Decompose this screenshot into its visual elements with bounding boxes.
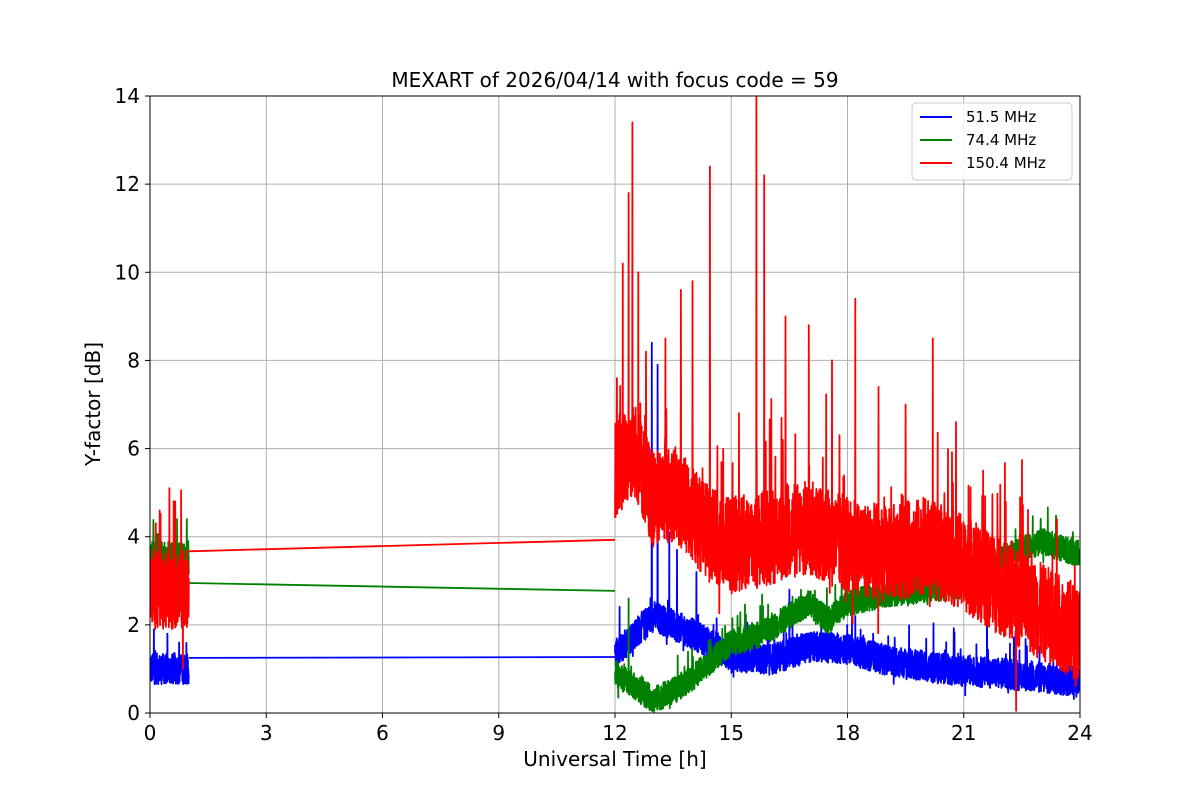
x-tick-label: 15 (719, 721, 744, 745)
plot-area (150, 96, 1080, 713)
chart-title: MEXART of 2026/04/14 with focus code = 5… (391, 68, 838, 92)
legend-label-51-5: 51.5 MHz (966, 108, 1036, 126)
y-axis-label: Y-factor [dB] (81, 342, 105, 467)
x-tick-label: 0 (144, 721, 157, 745)
y-tick-label: 0 (127, 701, 140, 725)
y-tick-label: 8 (127, 348, 140, 372)
x-tick-label: 3 (260, 721, 273, 745)
y-tick-label: 14 (115, 84, 140, 108)
x-axis-label: Universal Time [h] (523, 747, 706, 771)
y-tick-label: 2 (127, 613, 140, 637)
series-layer (150, 96, 1080, 713)
series-line-segment (614, 96, 1080, 712)
y-axis: 0 2 4 6 8 10 12 14 (115, 84, 150, 725)
x-tick-label: 18 (835, 721, 860, 745)
series-line-segment (188, 538, 616, 553)
series-line-segment (188, 656, 616, 659)
series-line-segment (188, 582, 616, 592)
x-tick-label: 21 (951, 721, 976, 745)
legend-label-150-4: 150.4 MHz (966, 154, 1046, 172)
x-tick-label: 6 (376, 721, 389, 745)
y-tick-label: 4 (127, 525, 140, 549)
x-tick-label: 12 (602, 721, 627, 745)
y-tick-label: 12 (115, 172, 140, 196)
x-axis: 0 3 6 9 12 15 18 21 24 (144, 713, 1093, 745)
y-tick-label: 6 (127, 437, 140, 461)
series-line-segment (150, 487, 190, 670)
legend-label-74-4: 74.4 MHz (966, 131, 1036, 149)
legend: 51.5 MHz 74.4 MHz 150.4 MHz (911, 102, 1073, 181)
legend-box (911, 102, 1073, 181)
series-150-4-mhz (150, 96, 1080, 712)
series-line-segment (614, 506, 1080, 713)
y-tick-label: 10 (115, 260, 140, 284)
x-tick-label: 24 (1067, 721, 1092, 745)
x-tick-label: 9 (492, 721, 505, 745)
series-line-segment (614, 341, 1080, 700)
